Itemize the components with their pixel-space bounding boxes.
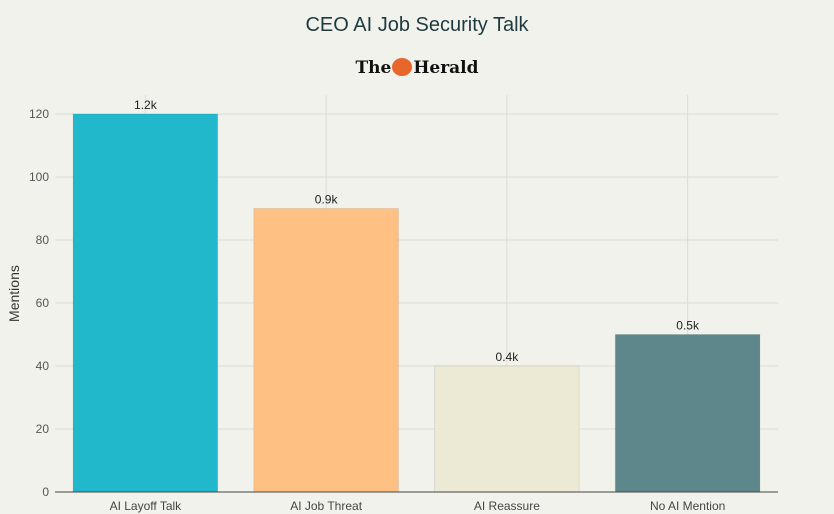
y-tick-label: 40	[36, 359, 50, 373]
y-tick-label: 60	[36, 296, 50, 310]
y-tick-label: 120	[29, 107, 49, 121]
fox-logo-icon	[392, 58, 413, 76]
y-tick-label: 20	[36, 422, 50, 436]
x-tick-label: AI Layoff Talk	[110, 499, 183, 513]
x-tick-label: No AI Mention	[650, 499, 725, 513]
bar	[434, 365, 580, 493]
x-tick-label: AI Job Threat	[290, 499, 362, 513]
herald-logo: The Herald	[355, 58, 479, 78]
data-label: 0.4k	[496, 350, 520, 364]
bar	[614, 334, 761, 493]
y-axis-title: Mentions	[6, 265, 22, 322]
x-tick-label: AI Reassure	[474, 499, 540, 513]
data-label: 1.2k	[134, 98, 158, 112]
bar	[253, 208, 399, 493]
data-label: 0.9k	[315, 193, 339, 207]
y-tick-label: 0	[42, 485, 49, 499]
data-label: 0.5k	[676, 319, 700, 333]
y-tick-label: 80	[36, 233, 50, 247]
y-tick-label: 100	[29, 170, 49, 184]
bar	[72, 113, 219, 493]
chart-title: CEO AI Job Security Talk	[305, 14, 529, 36]
